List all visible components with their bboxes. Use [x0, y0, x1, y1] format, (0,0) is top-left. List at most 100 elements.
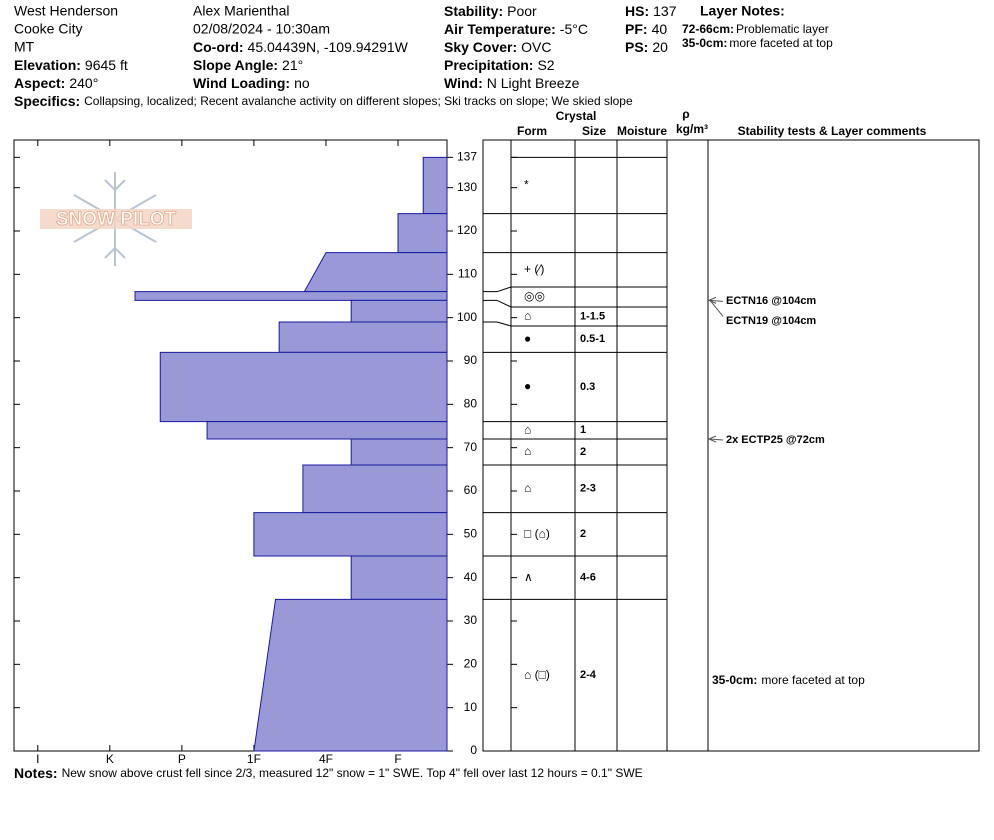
hardness-layer: [422, 156, 448, 215]
header-field: Sky Cover: OVC: [444, 39, 552, 55]
header-field-value: 45.04439N, -109.94291W: [248, 39, 409, 55]
y-tick-label: 137: [457, 150, 477, 164]
header-field: Elevation: 9645 ft: [14, 57, 128, 73]
grain-form: ⌂: [524, 444, 531, 458]
header-field-value: N Light Breeze: [487, 75, 580, 91]
header-field-value: 40: [652, 21, 668, 37]
x-tick-label: P: [178, 752, 186, 766]
header-field: Aspect: 240°: [14, 75, 98, 91]
header-field-label: Air Temperature:: [444, 21, 556, 37]
header-field-label: Aspect:: [14, 75, 65, 91]
header-field: HS: 137: [625, 3, 677, 19]
header-field: Wind: N Light Breeze: [444, 75, 580, 91]
header-field-value: 21°: [282, 57, 303, 73]
header-field-label: HS:: [625, 3, 649, 19]
city: Cooke City: [14, 21, 82, 37]
layer-comment: 35-0cm: more faceted at top: [712, 673, 865, 687]
grain-form: ◎◎: [524, 289, 545, 303]
layer-comment-range: 35-0cm:: [712, 673, 757, 687]
specifics-label: Specifics:: [14, 93, 80, 109]
state: MT: [14, 39, 35, 55]
header-field-value: -5°C: [560, 21, 588, 37]
boundary-connector: [483, 286, 512, 293]
hardness-layer: [134, 291, 448, 301]
header-field-label: PF:: [625, 21, 648, 37]
col-density-symbol: ρ: [682, 107, 689, 121]
stability-test: ECTN19 @104cm: [726, 315, 816, 327]
grain-size: 2: [580, 446, 586, 458]
hardness-layer: [350, 555, 448, 600]
layer-comment-text: more faceted at top: [761, 673, 865, 687]
header-field: PF: 40: [625, 21, 667, 37]
header-field-label: Stability:: [444, 3, 503, 19]
y-tick-label: 0: [470, 743, 477, 757]
grain-size: 2-4: [580, 669, 597, 681]
specifics-text: Collapsing, localized; Recent avalanche …: [84, 94, 633, 108]
header-field-value: 137: [653, 3, 677, 19]
observer: Alex Marienthal: [193, 3, 290, 19]
y-tick-label: 10: [464, 700, 478, 714]
test-arrowhead: [707, 296, 717, 304]
x-tick-label: 4F: [319, 752, 333, 766]
col-moisture: Moisture: [617, 124, 667, 138]
header-field-label: Slope Angle:: [193, 57, 278, 73]
logo-text: SNOW PILOT: [56, 209, 177, 230]
table-columns: [510, 140, 709, 751]
hardness-layer: [253, 598, 448, 752]
header-field: Slope Angle: 21°: [193, 57, 303, 73]
grain-size: 0.5-1: [580, 333, 605, 345]
y-tick-label: 70: [464, 440, 478, 454]
col-crystal: Crystal: [556, 109, 597, 123]
header-field: Wind Loading: no: [193, 75, 310, 91]
y-tick-label: 60: [464, 483, 478, 497]
grain-form: □ (⌂): [524, 527, 550, 541]
col-form: Form: [517, 124, 547, 138]
layer-note-range: 72-66cm:: [682, 22, 734, 36]
notes-label: Notes:: [14, 765, 58, 781]
layer-notes-title: Layer Notes:: [700, 3, 785, 19]
x-tick-label: I: [36, 752, 39, 766]
grain-size: 1-1.5: [580, 310, 605, 322]
grain-form: ⌂: [524, 423, 531, 437]
header-field: Precipitation: S2: [444, 57, 555, 73]
layer-note-range: 35-0cm:: [682, 36, 727, 50]
y-tick-label: 40: [464, 570, 478, 584]
y-tick-label: 120: [457, 223, 477, 237]
col-size: Size: [582, 124, 606, 138]
header-field-label: Precipitation:: [444, 57, 533, 73]
header-field-value: S2: [537, 57, 554, 73]
header-field-value: Poor: [507, 3, 537, 19]
grain-form: *: [524, 178, 529, 192]
hardness-layer: [350, 299, 448, 323]
notes: Notes: New snow above crust fell since 2/…: [14, 765, 643, 781]
grain-form: ●: [524, 331, 531, 345]
y-tick-label: 100: [457, 310, 477, 324]
hardness-layer: [253, 512, 448, 557]
hardness-layer: [206, 421, 448, 440]
logo-band: [40, 209, 192, 229]
grain-size: 2-3: [580, 483, 596, 495]
header-field-label: Co-ord:: [193, 39, 244, 55]
grain-size: 1: [580, 424, 586, 436]
site: West Henderson: [14, 3, 118, 19]
test-pointer: [709, 300, 724, 317]
stability-test: 2x ECTP25 @72cm: [726, 434, 825, 446]
header-field-value: no: [294, 75, 310, 91]
notes-text: New snow above crust fell since 2/3, mea…: [62, 766, 643, 780]
hardness-layer: [350, 438, 448, 466]
specifics: Specifics: Collapsing, localized; Recent …: [14, 93, 633, 109]
hardness-layer: [397, 213, 448, 254]
header-field: Co-ord: 45.04439N, -109.94291W: [193, 39, 409, 55]
header-field-label: Sky Cover:: [444, 39, 517, 55]
boundary-connector: [483, 321, 512, 327]
header-field-value: OVC: [521, 39, 551, 55]
table-frame: [482, 139, 980, 752]
layer-note-text: Problematic layer: [736, 22, 829, 36]
grain-form: ⌂ (□): [524, 667, 550, 681]
test-pointer: [709, 299, 724, 302]
y-tick-label: 110: [458, 267, 477, 281]
layer-note-text: more faceted at top: [729, 36, 833, 50]
col-comments: Stability tests & Layer comments: [738, 124, 927, 138]
boundary-connector: [483, 299, 512, 308]
